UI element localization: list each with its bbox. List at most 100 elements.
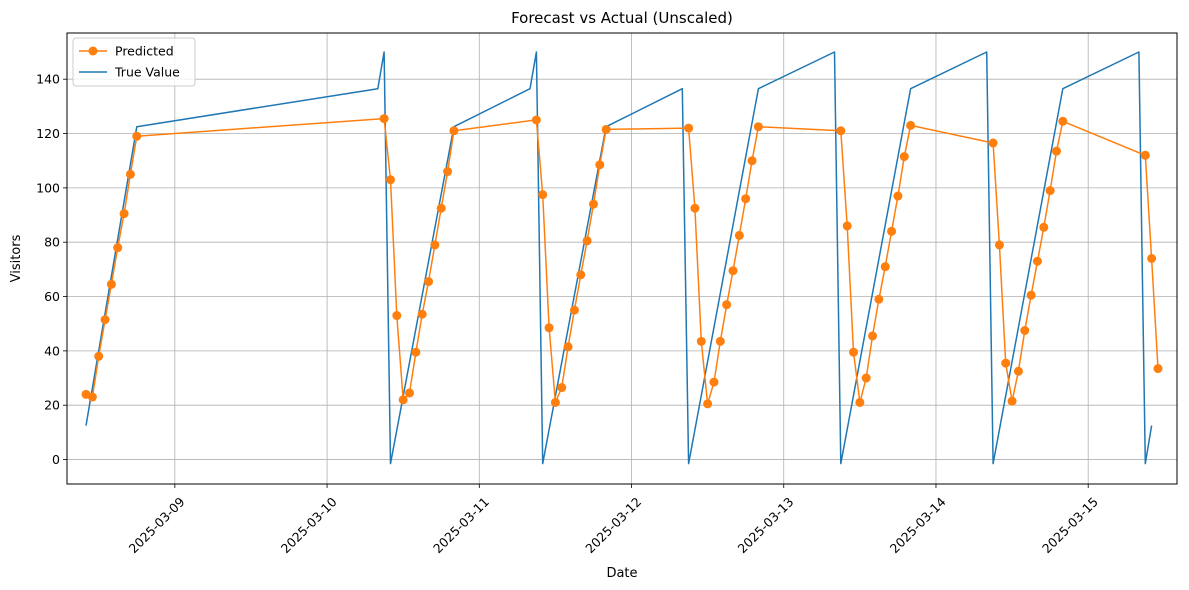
predicted-point [887, 226, 897, 236]
y-tick-label: 120 [36, 126, 60, 141]
predicted-point [709, 377, 719, 387]
predicted-point [569, 305, 579, 315]
predicted-point [696, 336, 706, 346]
predicted-point [842, 221, 852, 231]
x-axis: 2025-03-09 2025-03-10 2025-03-11 2025-03-12… [126, 484, 1101, 556]
y-tick-label: 0 [52, 452, 60, 467]
predicted-point [550, 397, 560, 407]
x-tick-label: 2025-03-12 [582, 494, 644, 556]
y-axis: 0 20 40 60 80 100 120 140 [36, 72, 67, 467]
predicted-point [1153, 364, 1163, 374]
predicted-point [531, 115, 541, 125]
predicted-point [417, 309, 427, 319]
y-axis-label: Visitors [9, 234, 24, 282]
y-tick-label: 20 [44, 398, 60, 413]
plot-frame [66, 32, 1178, 485]
predicted-point [1013, 366, 1023, 376]
x-tick-label: 2025-03-14 [887, 494, 949, 556]
predicted-point [747, 156, 757, 166]
predicted-point [690, 203, 700, 213]
predicted-point [430, 240, 440, 250]
predicted-point [906, 120, 916, 130]
predicted-point [379, 114, 389, 124]
predicted-point [385, 175, 395, 185]
predicted-point [100, 315, 110, 325]
predicted-point [443, 167, 453, 177]
predicted-point [1147, 254, 1157, 263]
predicted-point [125, 169, 135, 179]
series-predicted [81, 114, 1163, 409]
predicted-point [436, 203, 446, 213]
y-tick-label: 80 [44, 235, 60, 250]
y-tick-label: 40 [44, 343, 60, 358]
predicted-point [1026, 290, 1036, 300]
predicted-point [1058, 116, 1068, 126]
predicted-point [106, 279, 116, 289]
x-tick-label: 2025-03-09 [126, 494, 188, 556]
predicted-point [715, 336, 725, 346]
predicted-point [544, 323, 554, 333]
predicted-point [874, 294, 884, 304]
predicted-point [753, 122, 763, 132]
chart-title: Forecast vs Actual (Unscaled) [511, 9, 733, 27]
predicted-point [994, 240, 1004, 250]
predicted-point [836, 126, 846, 136]
predicted-point [1032, 256, 1042, 266]
predicted-point [1051, 146, 1061, 156]
predicted-point [582, 236, 592, 246]
predicted-point [563, 342, 573, 352]
predicted-point [728, 266, 738, 276]
predicted-point [588, 199, 598, 209]
predicted-point [392, 311, 402, 321]
y-tick-label: 140 [36, 72, 60, 87]
predicted-point [1140, 150, 1150, 160]
predicted-point [113, 243, 123, 253]
predicted-point [1039, 222, 1049, 232]
predicted-point [734, 230, 744, 240]
predicted-point [87, 392, 97, 402]
y-tick-label: 60 [44, 289, 60, 304]
predicted-point [855, 397, 865, 407]
predicted-point [849, 347, 859, 357]
legend-true-value-label: True Value [114, 65, 180, 80]
predicted-point [538, 190, 548, 200]
predicted-point [893, 191, 903, 201]
predicted-point [132, 131, 142, 141]
predicted-point [899, 152, 909, 162]
legend: Predicted True Value [72, 37, 196, 87]
predicted-point [1020, 325, 1030, 335]
x-axis-label: Date [606, 566, 637, 581]
x-tick-label: 2025-03-13 [735, 494, 797, 556]
predicted-point [684, 123, 694, 133]
predicted-point [449, 126, 459, 136]
predicted-line [85, 117, 1159, 405]
predicted-point [1001, 358, 1011, 368]
predicted-point [861, 373, 871, 383]
predicted-point [424, 277, 434, 287]
predicted-point [557, 383, 567, 393]
legend-predicted-marker [88, 46, 98, 56]
legend-predicted-label: Predicted [115, 44, 174, 59]
predicted-point [411, 347, 421, 357]
predicted-point [119, 209, 129, 219]
true-value-line [85, 51, 1153, 465]
series-true-value [85, 51, 1153, 465]
predicted-point [1045, 186, 1055, 196]
predicted-point [703, 399, 713, 409]
predicted-point [398, 395, 408, 405]
predicted-point [868, 331, 878, 341]
predicted-point [722, 300, 732, 310]
predicted-point [576, 270, 586, 280]
predicted-point [94, 351, 104, 361]
y-tick-label: 100 [36, 180, 60, 195]
predicted-point [601, 124, 611, 134]
predicted-point [741, 194, 751, 204]
x-tick-label: 2025-03-15 [1039, 494, 1101, 556]
x-tick-label: 2025-03-10 [278, 494, 340, 556]
predicted-point [988, 138, 998, 148]
x-tick-label: 2025-03-11 [430, 494, 492, 556]
predicted-point [1007, 396, 1017, 406]
predicted-point [405, 388, 415, 398]
gridlines [67, 33, 1177, 484]
